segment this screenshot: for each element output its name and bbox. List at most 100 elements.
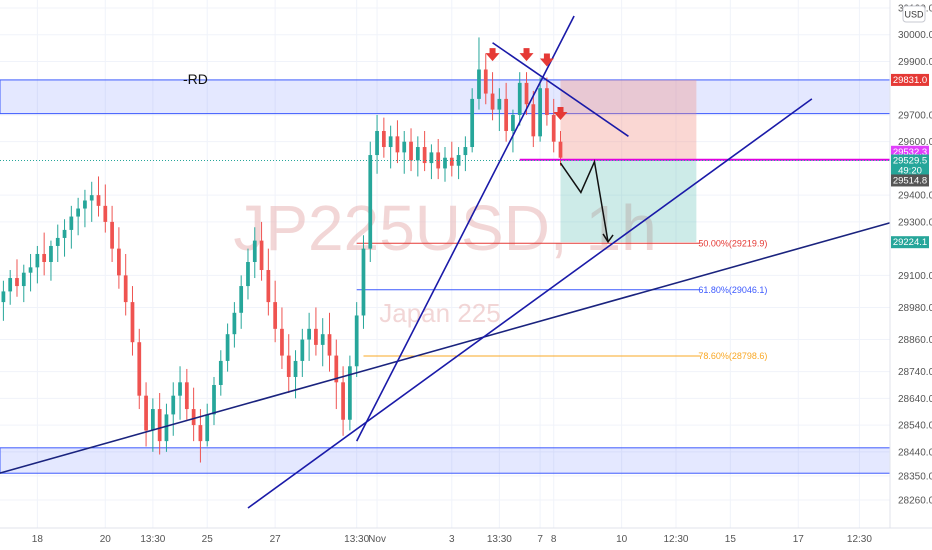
candle-body xyxy=(477,69,481,99)
candles xyxy=(1,37,563,463)
candle-body xyxy=(368,155,373,249)
time-axis-bg xyxy=(0,528,932,550)
candle-body xyxy=(456,155,461,166)
price-tag-label: 29514.8 xyxy=(893,175,927,186)
candle-body xyxy=(130,302,135,343)
y-tick-label: 28640.0 xyxy=(898,394,932,405)
y-tick-label: 28740.0 xyxy=(898,367,932,378)
candle-body xyxy=(531,104,536,137)
candle-body xyxy=(1,291,6,303)
currency-label: USD xyxy=(904,10,924,20)
candle-body xyxy=(551,114,556,142)
candle-body xyxy=(327,334,332,356)
candle-body xyxy=(483,69,488,94)
candle-body xyxy=(76,208,80,217)
candle-body xyxy=(69,216,74,230)
candle-body xyxy=(504,98,509,131)
candle-body xyxy=(286,355,291,377)
position-stop-zone xyxy=(560,79,697,160)
candle-body xyxy=(49,245,53,262)
candle-body xyxy=(178,382,182,396)
price-tag-label: 29831.0 xyxy=(893,75,927,86)
fib-level-label: 50.00%(29219.9) xyxy=(698,238,767,248)
candle-body xyxy=(150,409,155,431)
candle-body xyxy=(191,409,196,426)
candle-body xyxy=(205,414,210,442)
candle-body xyxy=(89,195,94,201)
price-tag xyxy=(891,174,929,187)
candle-body xyxy=(348,366,352,420)
descending-trendline xyxy=(492,42,629,137)
x-tick-label: 27 xyxy=(270,534,282,545)
red-down-arrow-icon xyxy=(485,48,500,62)
candle-body xyxy=(538,88,542,137)
candle-body xyxy=(42,253,47,262)
candle-body xyxy=(218,360,223,385)
resistance-zone xyxy=(0,79,891,115)
candle-body xyxy=(511,114,515,131)
candle-body xyxy=(517,82,522,115)
red-down-arrow-icon xyxy=(519,48,534,62)
x-tick-label: 10 xyxy=(616,534,628,545)
candle-body xyxy=(198,425,203,442)
y-tick-label: 29400.0 xyxy=(898,191,932,202)
price-tag xyxy=(891,154,929,177)
y-tick-label: 30000.0 xyxy=(898,30,932,41)
projected-path-arrow xyxy=(559,159,609,243)
candle-body xyxy=(307,328,311,340)
candle-body xyxy=(225,334,230,361)
x-tick-label: 15 xyxy=(725,534,737,545)
red-down-arrow-icon xyxy=(539,53,554,67)
candle-body xyxy=(110,221,114,249)
x-tick-label: Nov xyxy=(368,534,386,545)
candle-body xyxy=(409,141,413,161)
candle-body xyxy=(470,98,475,148)
y-tick-label: 29300.0 xyxy=(898,217,932,228)
candle-body xyxy=(341,382,345,420)
grid xyxy=(0,0,890,528)
y-tick-label: 29900.0 xyxy=(898,57,932,68)
candle-body xyxy=(293,360,298,377)
candle-body xyxy=(524,82,529,105)
price-tag-countdown: 49:20 xyxy=(898,166,922,177)
rising-trendline-mid xyxy=(247,98,813,509)
price-axis: 30100.030000.029900.029700.029600.029400… xyxy=(889,0,932,550)
y-tick-label: 28860.0 xyxy=(898,335,932,346)
candle-body xyxy=(449,157,454,166)
candle-body xyxy=(375,130,379,156)
x-tick-label: 12:30 xyxy=(663,534,688,545)
candle-body xyxy=(402,141,407,153)
fib-level-label: 61.80%(29046.1) xyxy=(698,285,767,295)
candle-body xyxy=(381,130,386,148)
candle-body xyxy=(415,147,420,161)
price-axis-bg xyxy=(890,0,932,550)
candle-body xyxy=(212,384,216,415)
candle-body xyxy=(28,267,33,273)
x-tick-label: 3 xyxy=(449,534,455,545)
candle-body xyxy=(558,141,563,158)
price-tag-label: 29224.1 xyxy=(893,237,927,248)
candle-body xyxy=(21,272,26,287)
candle-body xyxy=(232,312,237,335)
candle-body xyxy=(117,248,121,276)
y-tick-label: 29600.0 xyxy=(898,137,932,148)
candle-body xyxy=(123,275,128,303)
rising-trendline-steep xyxy=(355,15,575,442)
fib-level-label: 78.60%(28798.6) xyxy=(698,351,767,361)
candle-body xyxy=(422,147,427,164)
x-tick-label: 17 xyxy=(793,534,805,545)
candle-body xyxy=(137,342,142,396)
y-tick-label: 29700.0 xyxy=(898,110,932,121)
candle-body xyxy=(15,278,19,287)
price-tag-label: 29532.3 xyxy=(893,147,927,158)
candle-body xyxy=(62,229,67,238)
arrowhead-icon xyxy=(602,233,614,244)
candle-body xyxy=(334,355,339,383)
candle-body xyxy=(252,240,257,262)
candle-body xyxy=(463,147,468,156)
candle-body xyxy=(395,136,400,153)
candle-body xyxy=(361,248,366,316)
